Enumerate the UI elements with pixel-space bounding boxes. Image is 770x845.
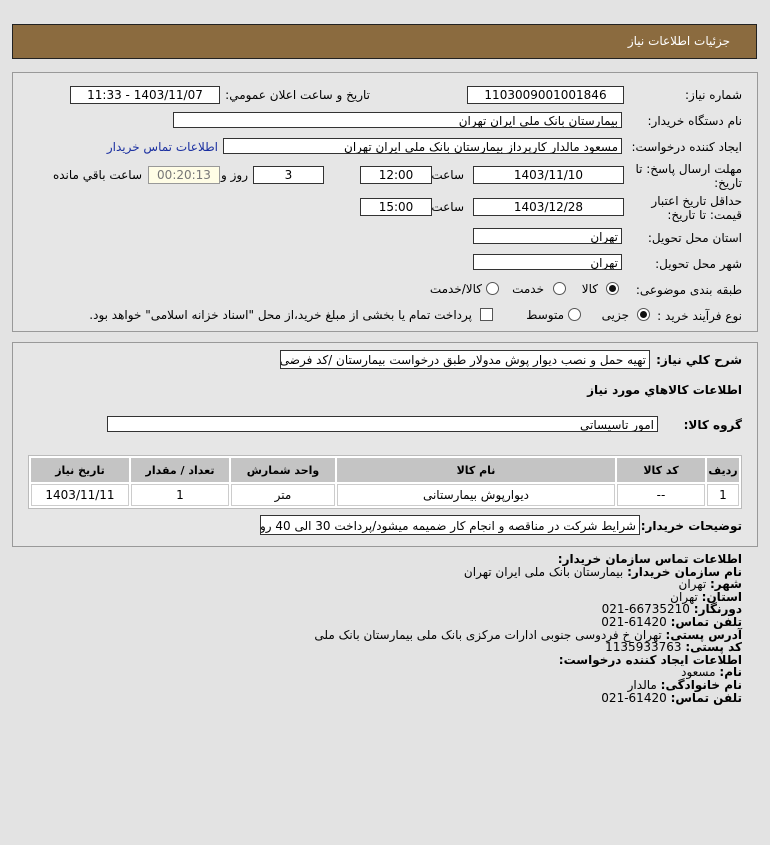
process-label: نوع فرآیند خرید : (657, 309, 742, 323)
treasury-payment-note: پرداخت تمام یا بخشی از مبلغ خرید،از محل … (89, 308, 472, 322)
announce-label: تاريخ و ساعت اعلان عمومي: (225, 88, 370, 102)
phone-value: 61420-021 (601, 614, 667, 629)
fax-label: دورنگار: (693, 602, 742, 617)
category-goods-label: کالا (581, 282, 598, 296)
cell-unit: متر (231, 484, 335, 506)
remaining-label: ساعت باقي مانده (52, 168, 142, 182)
family-label: نام خانوادگی: (660, 677, 742, 692)
validity-label: حداقل تاريخ اعتبار قيمت: تا تاريخ: (651, 194, 742, 222)
category-label: طبقه بندی موضوعی: (635, 283, 742, 297)
category-service-label: خدمت (512, 282, 544, 296)
col-row: رديف (707, 458, 739, 482)
page-title: جزئيات اطلاعات نياز (627, 34, 730, 48)
group-label: گروه کالا: (683, 418, 742, 432)
announce-field[interactable]: 1403/11/07 - 11:33 (70, 86, 220, 104)
validity-time-label: ساعت (431, 200, 464, 214)
process-minor-radio[interactable] (637, 308, 650, 321)
col-unit: واحد شمارش (231, 458, 335, 482)
cell-qty: 1 (131, 484, 229, 506)
buyer-notes-label: توضيحات خريدار: (640, 519, 742, 533)
col-date: تاريخ نياز (31, 458, 129, 482)
buyer-contact-link[interactable]: اطلاعات تماس خريدار (106, 140, 218, 154)
cell-name: دیوارپوش بیمارستانی (337, 484, 615, 506)
address-label: آدرس پستی: (665, 627, 742, 642)
need-number-field[interactable]: 1103009001001846 (467, 86, 624, 104)
table-row: 1 -- دیوارپوش بیمارستانی متر 1 1403/11/1… (31, 484, 739, 506)
creator-phone-value: 61420-021 (601, 690, 667, 705)
description-field[interactable]: تهیه حمل و نصب دیوار پوش مدولار طبق درخو… (280, 350, 650, 369)
postal-label: کد پستی: (685, 640, 742, 655)
cell-date: 1403/11/11 (31, 484, 129, 506)
buyer-label: نام دستگاه خريدار: (647, 114, 743, 128)
days-label: روز و (221, 168, 248, 182)
name-value: مسعود (681, 665, 716, 680)
name-label: نام: (719, 665, 742, 680)
province-label: استان محل تحويل: (647, 231, 742, 245)
category-both-label: کالا/خدمت (429, 282, 482, 296)
cell-code: -- (617, 484, 705, 506)
city-label: شهر: (710, 577, 742, 592)
org-value: بیمارستان بانک ملی ایران تهران (463, 564, 624, 579)
cell-row: 1 (707, 484, 739, 506)
city-field[interactable]: تهران (473, 254, 622, 270)
group-field[interactable]: امور تاسیساتی (107, 416, 658, 432)
phone-label: تلفن تماس: (670, 614, 742, 629)
process-minor-label: جزیی (601, 308, 629, 322)
validity-date-field[interactable]: 1403/12/28 (473, 198, 624, 216)
province-label: استان: (701, 589, 742, 604)
validity-time-field[interactable]: 15:00 (360, 198, 432, 216)
buyer-field[interactable]: بيمارستان بانک ملی ایران تهران (173, 112, 622, 128)
deadline-time-field[interactable]: 12:00 (360, 166, 432, 184)
category-service-radio[interactable] (553, 282, 566, 295)
postal-value: 1135933763 (605, 640, 682, 655)
treasury-payment-checkbox[interactable] (480, 308, 493, 321)
family-value: مالدار (627, 677, 657, 692)
goods-section-title: اطلاعات کالاهاي مورد نياز (587, 383, 742, 397)
description-label: شرح کلي نياز: (656, 353, 742, 367)
address-value: تهران خ فردوسی جنوبی ادارات مرکزی بانک م… (314, 627, 662, 642)
col-qty: تعداد / مقدار (131, 458, 229, 482)
page-header: جزئيات اطلاعات نياز (12, 24, 757, 59)
org-label: نام سازمان خریدار: (627, 564, 742, 579)
deadline-time-label: ساعت (431, 168, 464, 182)
col-code: کد کالا (617, 458, 705, 482)
category-both-radio[interactable] (486, 282, 499, 295)
province-field[interactable]: تهران (473, 228, 622, 244)
creator-label: ايجاد کننده درخواست: (631, 140, 742, 154)
contact-info: اطلاعات تماس سازمان خریدار: نام سازمان خ… (314, 553, 742, 704)
col-name: نام کالا (337, 458, 615, 482)
city-label: شهر محل تحويل: (655, 257, 742, 271)
contact-title: اطلاعات تماس سازمان خریدار: (557, 552, 742, 566)
goods-table: رديف کد کالا نام کالا واحد شمارش تعداد /… (28, 455, 742, 509)
city-value: تهران (678, 577, 707, 592)
deadline-date-field[interactable]: 1403/11/10 (473, 166, 624, 184)
creator-field[interactable]: مسعود مالدار کارپرداز بیمارستان بانک ملی… (223, 138, 622, 154)
fax-value: 66735210-021 (601, 602, 690, 617)
details-panel (12, 342, 758, 547)
creator-info-title: اطلاعات ایجاد کننده درخواست: (558, 652, 742, 667)
buyer-notes-field[interactable]: شرایط شرکت در مناقصه و انجام کار ضمیمه م… (260, 515, 640, 535)
process-medium-radio[interactable] (568, 308, 581, 321)
deadline-label: مهلت ارسال پاسخ: تا تاريخ: (635, 162, 742, 190)
days-field[interactable]: 3 (253, 166, 324, 184)
remaining-timer: 00:20:13 (148, 166, 220, 184)
province-value: تهران (670, 589, 698, 604)
creator-phone-label: تلفن تماس: (670, 690, 742, 705)
need-number-label: شماره نياز: (685, 88, 742, 102)
process-medium-label: متوسط (526, 308, 564, 322)
category-goods-radio[interactable] (606, 282, 619, 295)
